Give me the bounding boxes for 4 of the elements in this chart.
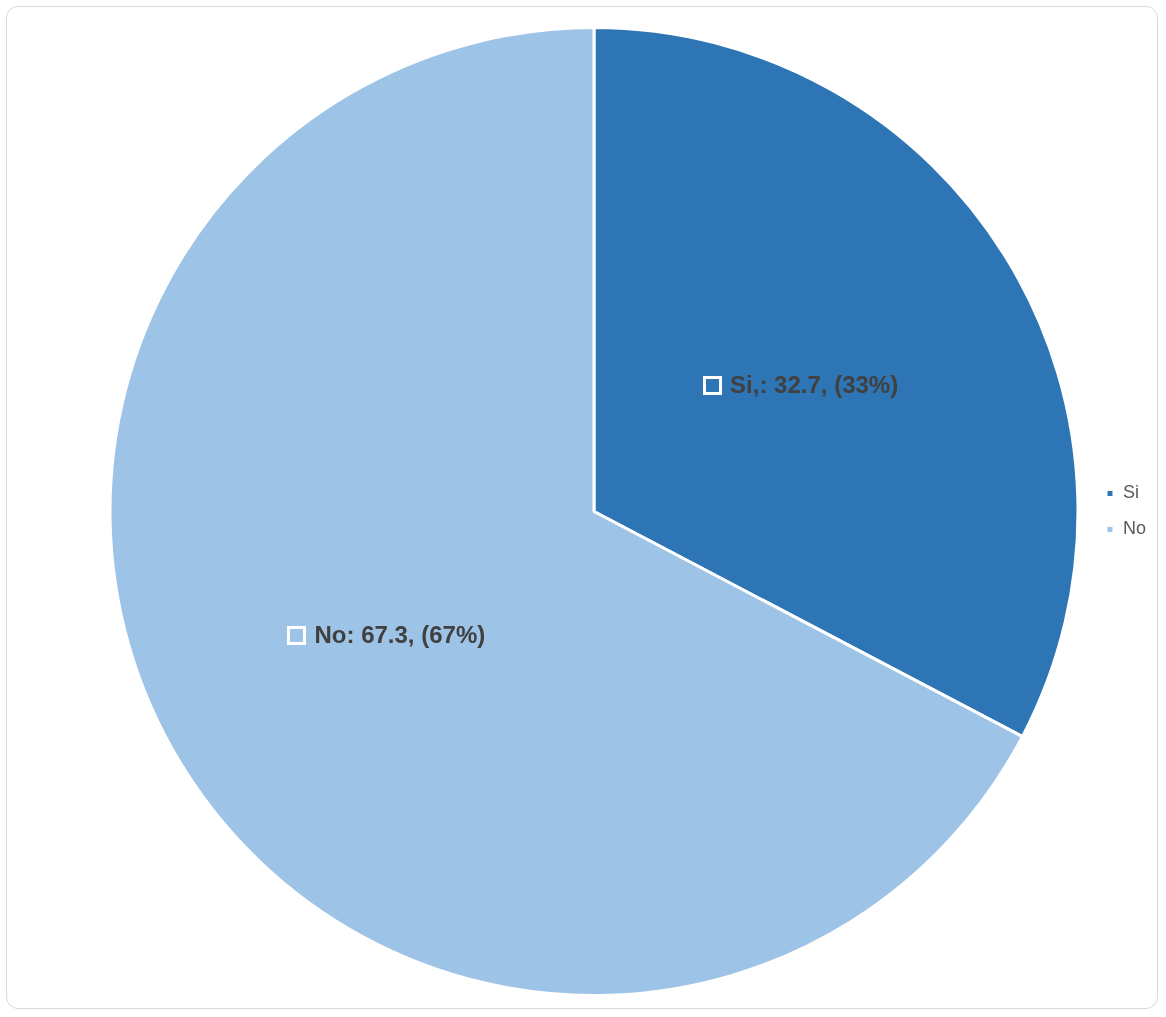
data-label: Si,: 32.7, (33%) — [730, 370, 899, 398]
legend-label: Si — [1122, 482, 1140, 503]
legend-label: No — [1122, 518, 1147, 539]
data-label: No: 67.3, (67%) — [314, 621, 486, 649]
